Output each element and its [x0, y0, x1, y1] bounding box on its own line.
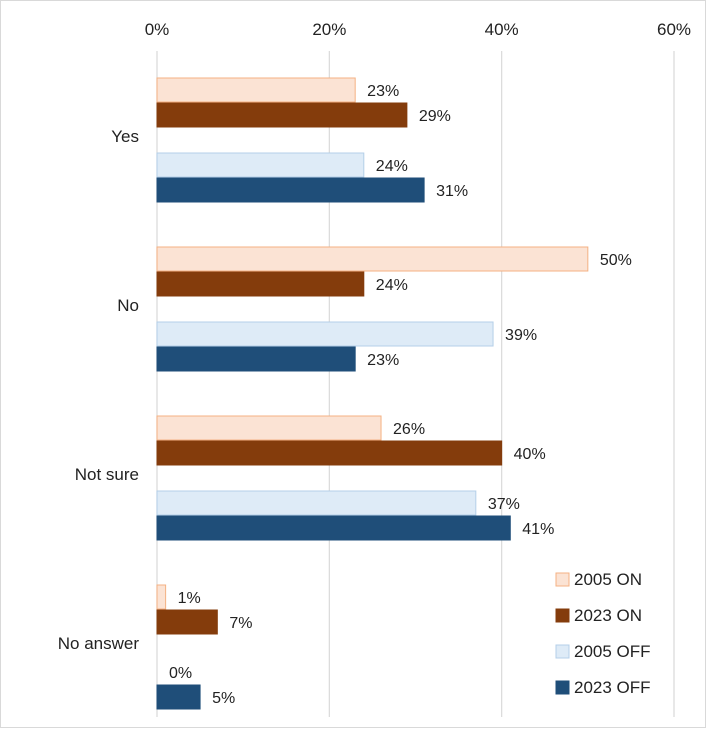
bar-2023-off — [156, 515, 511, 541]
x-tick-label: 0% — [145, 20, 170, 39]
data-label: 5% — [212, 690, 235, 707]
bar-2005-on — [156, 415, 382, 441]
x-tick-label: 60% — [657, 20, 691, 39]
data-label: 41% — [522, 521, 554, 538]
bar-2023-on — [156, 271, 365, 297]
data-label: 50% — [600, 252, 632, 269]
legend-label: 2023 OFF — [574, 678, 651, 697]
legend-label: 2023 ON — [574, 606, 642, 625]
data-label: 29% — [419, 108, 451, 125]
legend-swatch — [555, 608, 570, 623]
category-label: Yes — [111, 127, 139, 146]
data-label: 23% — [367, 352, 399, 369]
data-label: 24% — [376, 158, 408, 175]
bar-2005-on — [156, 77, 356, 103]
data-label: 31% — [436, 183, 468, 200]
bar-2005-off — [156, 152, 365, 178]
category-label: No answer — [58, 634, 140, 653]
bar-2005-on — [156, 584, 167, 610]
legend-swatch — [555, 572, 570, 587]
data-label: 1% — [178, 590, 201, 607]
category-label: Not sure — [75, 465, 139, 484]
data-label: 39% — [505, 327, 537, 344]
data-label: 0% — [169, 665, 192, 682]
bar-2005-off — [156, 490, 477, 516]
category-label: No — [117, 296, 139, 315]
legend-label: 2005 OFF — [574, 642, 651, 661]
data-label: 7% — [229, 615, 252, 632]
legend-label: 2005 ON — [574, 570, 642, 589]
bar-2005-on — [156, 246, 589, 272]
data-label: 40% — [514, 446, 546, 463]
data-label: 23% — [367, 83, 399, 100]
x-tick-label: 40% — [485, 20, 519, 39]
data-label: 24% — [376, 277, 408, 294]
bar-2023-on — [156, 609, 218, 635]
legend-swatch — [555, 680, 570, 695]
bar-2023-off — [156, 684, 201, 710]
data-label: 26% — [393, 421, 425, 438]
bar-2005-off — [156, 321, 494, 347]
bar-2023-on — [156, 440, 503, 466]
legend-swatch — [555, 644, 570, 659]
bar-2023-on — [156, 102, 408, 128]
data-label: 37% — [488, 496, 520, 513]
bar-2023-off — [156, 177, 425, 203]
bar-2023-off — [156, 346, 356, 372]
x-tick-label: 20% — [312, 20, 346, 39]
